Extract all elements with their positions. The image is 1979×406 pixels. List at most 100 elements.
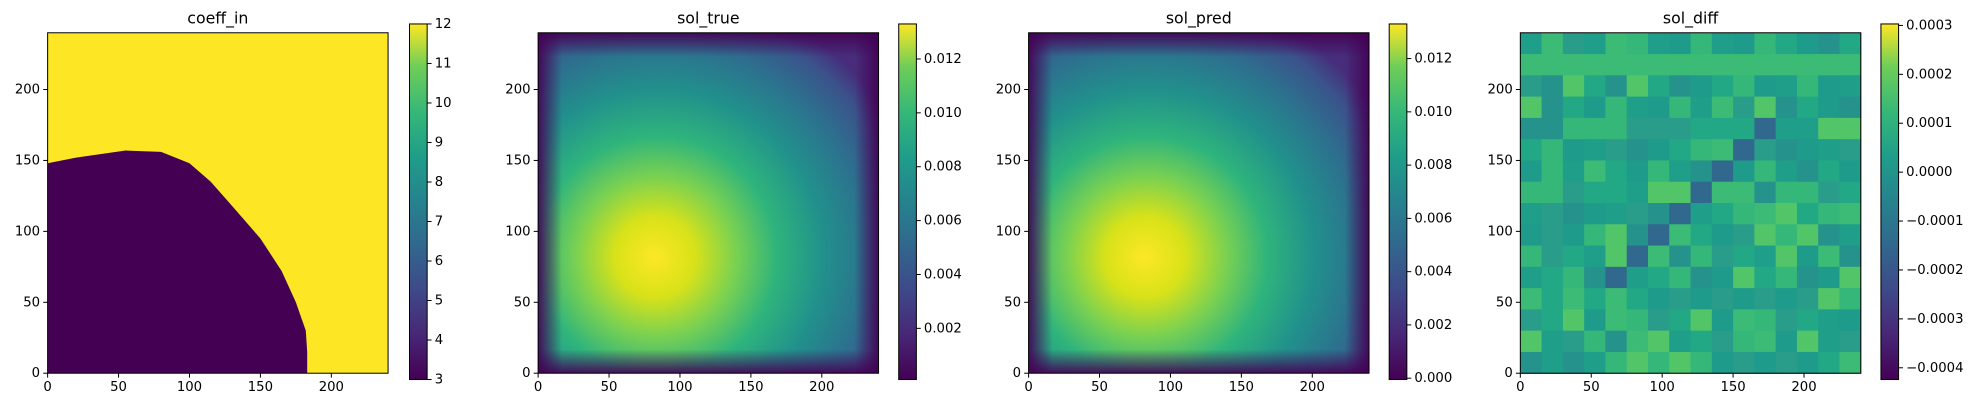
- heatmap-cell: [1754, 75, 1777, 98]
- heatmap-cell: [1647, 330, 1670, 353]
- heatmap-cell: [1711, 351, 1734, 374]
- heatmap-cell: [1775, 96, 1798, 119]
- heatmap-cell: [1520, 54, 1543, 76]
- heatmap-cell: [1626, 309, 1649, 332]
- heatmap-cell: [1562, 117, 1585, 140]
- heatmap-cell: [1605, 117, 1628, 140]
- heatmap-cell: [1541, 224, 1564, 247]
- heatmap-cell: [1690, 266, 1713, 289]
- heatmap-cell: [1647, 309, 1670, 332]
- heatmap-cell: [1541, 288, 1564, 311]
- chart-title: coeff_in: [187, 8, 248, 28]
- heatmap-cell: [1775, 245, 1798, 268]
- heatmap-cell: [1584, 245, 1607, 268]
- heatmap-cell: [1733, 96, 1756, 119]
- heatmap-cell: [1690, 181, 1713, 204]
- colorbar: [1388, 23, 1408, 381]
- heatmap-cell: [1775, 32, 1798, 55]
- colorbar-tick-label: 0.0001: [1906, 116, 1952, 131]
- x-tick-label: 100: [1650, 380, 1675, 395]
- y-tick-label: 150: [505, 153, 530, 168]
- heatmap-cell: [1690, 245, 1713, 268]
- colorbar-tick-label: 3: [435, 373, 443, 388]
- heatmap-cell: [1733, 245, 1756, 268]
- heatmap-cell: [1605, 160, 1628, 183]
- heatmap-cell: [1520, 245, 1543, 268]
- heatmap-cell: [1584, 224, 1607, 247]
- heatmap-cell: [1754, 117, 1777, 140]
- heatmap-cell: [1541, 351, 1564, 374]
- heatmap-cell: [1584, 203, 1607, 225]
- heatmap-cell: [1626, 96, 1649, 119]
- heatmap-cell: [1541, 330, 1564, 353]
- colorbar-tick-label: 11: [435, 56, 452, 71]
- x-tick-label: 150: [1229, 380, 1254, 395]
- heatmap-cell: [1711, 96, 1734, 119]
- heatmap-cell: [1541, 139, 1564, 162]
- chart-title: sol_diff: [1663, 8, 1719, 28]
- heatmap-cell: [1669, 224, 1692, 247]
- y-tick-label: 0: [1504, 366, 1512, 381]
- colorbar-tick-label: −0.0001: [1906, 214, 1963, 229]
- heatmap-cell: [1584, 309, 1607, 332]
- heatmap-cell: [1541, 117, 1564, 140]
- heatmap-cell: [1626, 117, 1649, 140]
- heatmap-cell: [1711, 288, 1734, 311]
- heatmap-cell: [1541, 266, 1564, 289]
- heatmap-cell: [1520, 203, 1543, 225]
- heatmap-cell: [1626, 330, 1649, 353]
- heatmap-cell: [1796, 96, 1819, 119]
- heatmap-cell: [1711, 75, 1734, 98]
- heatmap-cell: [1690, 139, 1713, 162]
- x-tick-label: 50: [110, 380, 127, 395]
- heatmap-cell: [1796, 54, 1819, 76]
- heatmap-cell: [1647, 181, 1670, 204]
- heatmap-cell: [1796, 288, 1819, 311]
- y-tick-label: 200: [15, 83, 40, 98]
- y-tick-label: 100: [15, 224, 40, 239]
- heatmap-cell: [1626, 351, 1649, 374]
- heatmap-cell: [1796, 139, 1819, 162]
- heatmap-cell: [1541, 96, 1564, 119]
- x-tick-label: 0: [43, 380, 51, 395]
- heatmap-cell: [1584, 330, 1607, 353]
- heatmap-cell: [1690, 288, 1713, 311]
- heatmap-cell: [1839, 351, 1862, 374]
- heatmap-cell: [1584, 266, 1607, 289]
- heatmap-cell: [1796, 309, 1819, 332]
- colorbar-tick-label: 0.004: [924, 267, 962, 282]
- heatmap-cell: [1818, 96, 1841, 119]
- heatmap-cell: [1818, 203, 1841, 225]
- heatmap-cell: [1839, 117, 1862, 140]
- heatmap-cell: [1754, 288, 1777, 311]
- heatmap-cell: [1754, 160, 1777, 183]
- heatmap-cell: [1754, 351, 1777, 374]
- chart-title: sol_pred: [1166, 8, 1232, 28]
- heatmap-cell: [1584, 160, 1607, 183]
- x-tick-label: 0: [534, 380, 542, 395]
- colorbar-tick-label: −0.0004: [1906, 361, 1963, 376]
- heatmap-cell: [1796, 160, 1819, 183]
- heatmap-cell: [1754, 203, 1777, 225]
- x-tick-label: 100: [667, 380, 692, 395]
- heatmap-cell: [1605, 203, 1628, 225]
- heatmap-cell: [1839, 330, 1862, 353]
- heatmap-cell: [1541, 181, 1564, 204]
- heatmap-cell: [1711, 309, 1734, 332]
- heatmap-cell: [1733, 117, 1756, 140]
- heatmap-cell: [1711, 117, 1734, 140]
- heatmap-cell: [1733, 160, 1756, 183]
- heatmap-cell: [1818, 32, 1841, 55]
- y-tick-label: 50: [514, 295, 531, 310]
- heatmap-cell: [1711, 330, 1734, 353]
- heatmap-cell: [1754, 181, 1777, 204]
- heatmap-cell: [1541, 54, 1564, 76]
- colorbar-tick-label: 5: [435, 294, 443, 309]
- heatmap-cell: [1626, 224, 1649, 247]
- colorbar-tick-label: 4: [435, 333, 443, 348]
- heatmap-cell: [1733, 181, 1756, 204]
- heatmap-cell: [1669, 117, 1692, 140]
- heatmap-cell: [1775, 203, 1798, 225]
- heatmap-cell: [1711, 160, 1734, 183]
